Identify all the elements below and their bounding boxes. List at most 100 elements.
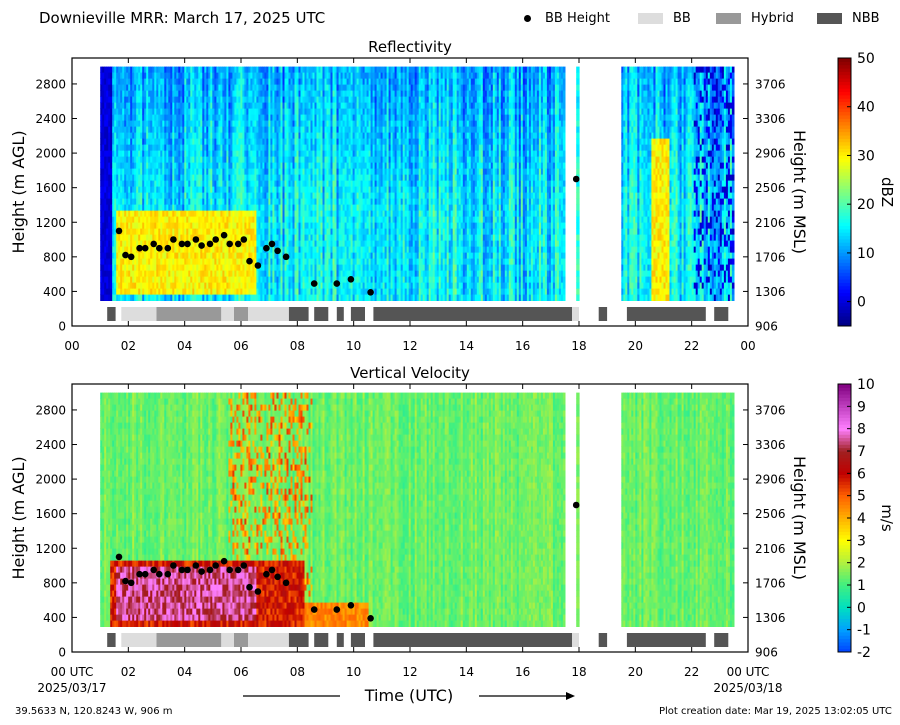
- heatmap-cell: [278, 198, 282, 205]
- heatmap-cell: [216, 294, 219, 301]
- heatmap-cell: [132, 84, 135, 91]
- heatmap-cell: [134, 156, 137, 163]
- heatmap-cell: [252, 246, 255, 253]
- heatmap-cell: [218, 120, 221, 127]
- heatmap-cell: [246, 78, 249, 85]
- heatmap-cell: [244, 102, 247, 109]
- heatmap-cell: [102, 144, 105, 151]
- heatmap-cell: [128, 186, 131, 193]
- heatmap-cell: [192, 264, 195, 271]
- heatmap-cell: [110, 240, 113, 247]
- heatmap-cell: [240, 258, 243, 265]
- heatmap-cell: [112, 198, 115, 205]
- heatmap-cell: [108, 108, 111, 115]
- heatmap-cell: [194, 90, 197, 97]
- heatmap-cell: [148, 102, 151, 109]
- heatmap-cell: [188, 258, 191, 265]
- heatmap-cell: [230, 210, 233, 217]
- heatmap-cell: [182, 222, 185, 229]
- heatmap-cell: [158, 198, 161, 205]
- heatmap-cell: [168, 168, 171, 175]
- heatmap-cell: [212, 126, 215, 133]
- heatmap-cell: [166, 102, 169, 109]
- heatmap-cell: [102, 234, 105, 241]
- heatmap-cell: [236, 156, 239, 163]
- heatmap-cell: [138, 294, 141, 301]
- heatmap-cell: [248, 90, 251, 97]
- heatmap-cell: [146, 270, 149, 277]
- heatmap-cell: [136, 96, 139, 103]
- heatmap-cell: [122, 204, 125, 211]
- heatmap-cell: [144, 186, 147, 193]
- heatmap-cell: [252, 288, 255, 295]
- heatmap-cell: [186, 132, 189, 139]
- heatmap-cell: [174, 264, 177, 271]
- heatmap-cell: [238, 108, 241, 115]
- heatmap-cell: [118, 276, 121, 283]
- heatmap-cell: [150, 180, 153, 187]
- heatmap-cell: [268, 276, 271, 283]
- heatmap-cell: [118, 252, 121, 259]
- heatmap-cell: [122, 96, 125, 103]
- heatmap-cell: [118, 192, 121, 199]
- heatmap-cell: [136, 228, 139, 235]
- heatmap-cell: [160, 126, 163, 133]
- heatmap-cell: [170, 276, 173, 283]
- heatmap-cell: [246, 162, 249, 169]
- bb-swatch-icon: [638, 13, 663, 24]
- heatmap-cell: [220, 270, 223, 277]
- heatmap-cell: [252, 216, 255, 223]
- heatmap-cell: [114, 168, 117, 175]
- heatmap-cell: [134, 72, 137, 79]
- heatmap-cell: [196, 228, 199, 235]
- heatmap-cell: [192, 138, 195, 145]
- heatmap-cell: [206, 258, 209, 265]
- heatmap-cell: [222, 288, 225, 295]
- heatmap-cell: [138, 198, 141, 205]
- heatmap-cell: [108, 222, 111, 229]
- heatmap-cell: [252, 174, 255, 181]
- heatmap-cell: [198, 168, 201, 175]
- heatmap-cell: [106, 252, 109, 259]
- heatmap-cell: [210, 108, 213, 115]
- heatmap-cell: [176, 204, 179, 211]
- heatmap-cell: [222, 192, 225, 199]
- heatmap-cell: [194, 180, 197, 187]
- heatmap-cell: [114, 234, 117, 241]
- heatmap-cell: [230, 294, 233, 301]
- heatmap-cell: [132, 180, 135, 187]
- heatmap-cell: [196, 198, 199, 205]
- heatmap-cell: [206, 174, 209, 181]
- heatmap-cell: [108, 78, 111, 85]
- heatmap-cell: [140, 288, 143, 295]
- heatmap-cell: [152, 90, 155, 97]
- heatmap-cell: [158, 114, 161, 121]
- heatmap-cell: [282, 204, 286, 211]
- heatmap-cell: [256, 258, 259, 265]
- heatmap-cell: [190, 114, 193, 121]
- heatmap-cell: [192, 90, 195, 97]
- heatmap-cell: [284, 246, 288, 253]
- heatmap-cell: [202, 288, 205, 295]
- heatmap-cell: [234, 174, 237, 181]
- heatmap-cell: [170, 204, 173, 211]
- heatmap-cell: [104, 180, 107, 187]
- heatmap-cell: [254, 252, 257, 259]
- heatmap-cell: [234, 162, 237, 169]
- legend-label: BB: [673, 11, 691, 26]
- heatmap-cell: [228, 150, 231, 157]
- heatmap-cell: [244, 72, 247, 79]
- heatmap-cell: [226, 252, 229, 259]
- heatmap-cell: [116, 282, 119, 289]
- heatmap-cell: [200, 204, 203, 211]
- heatmap-cell: [114, 90, 117, 97]
- heatmap-cell: [188, 174, 191, 181]
- heatmap-cell: [252, 264, 255, 271]
- heatmap-cell: [206, 150, 209, 157]
- heatmap-cell: [244, 288, 247, 295]
- heatmap-cell: [172, 210, 175, 217]
- heatmap-cell: [204, 180, 207, 187]
- heatmap-cell: [114, 78, 117, 85]
- heatmap-cell: [174, 138, 177, 145]
- heatmap-cell: [284, 138, 288, 145]
